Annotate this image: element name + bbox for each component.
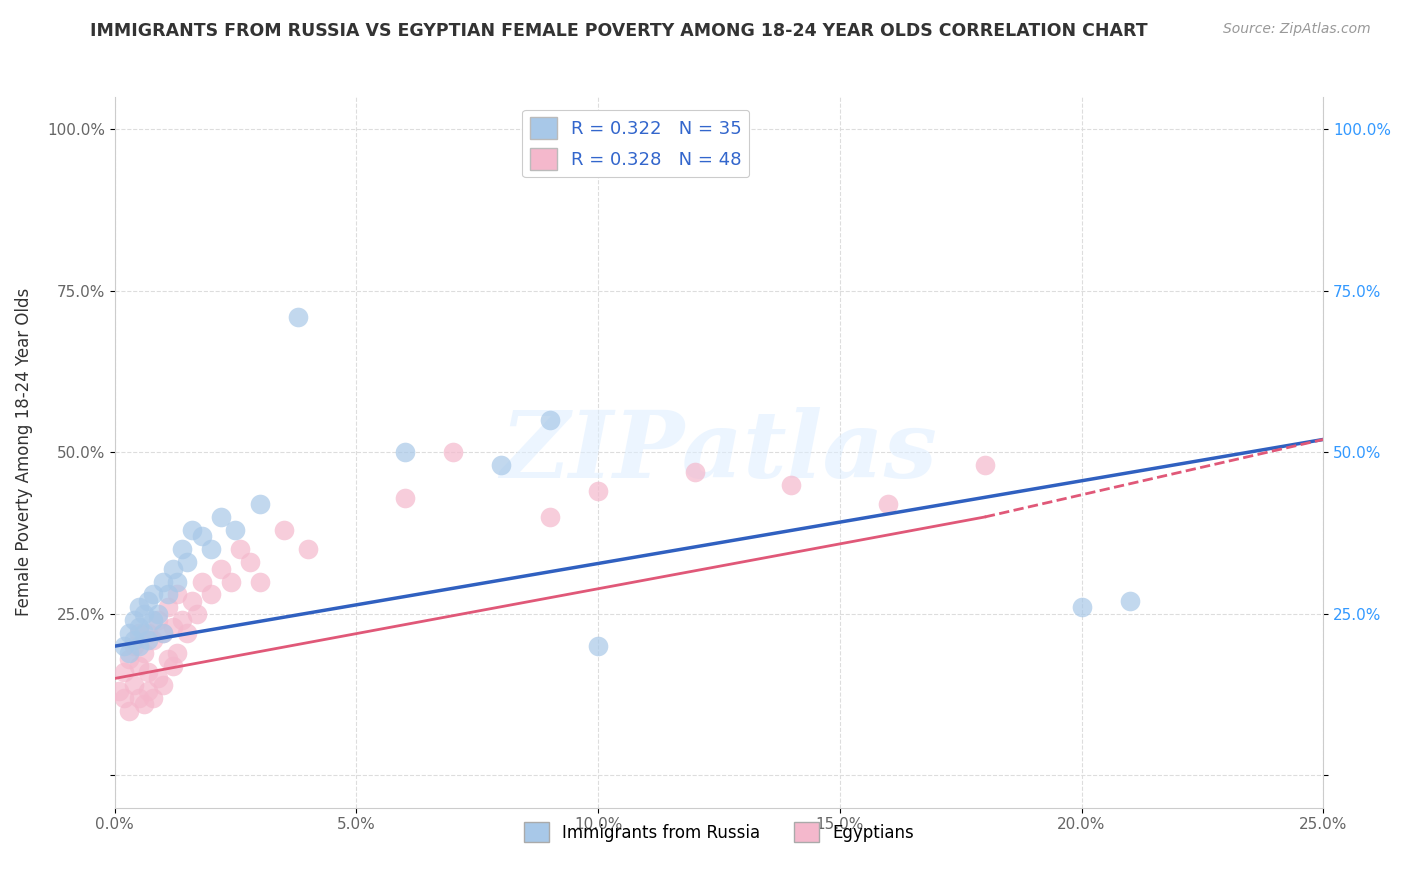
Point: [209, 562, 232, 576]
Point: [877, 497, 900, 511]
Point: [1070, 600, 1092, 615]
Point: [297, 542, 319, 557]
Point: [128, 690, 150, 705]
Text: ZIPatlas: ZIPatlas: [501, 408, 938, 498]
Point: [132, 626, 155, 640]
Point: [538, 510, 561, 524]
Point: [200, 542, 222, 557]
Point: [273, 523, 295, 537]
Point: [142, 587, 165, 601]
Point: [132, 646, 155, 660]
Point: [146, 613, 169, 627]
Point: [138, 665, 160, 679]
Point: [138, 684, 160, 698]
Point: [122, 632, 145, 647]
Point: [172, 542, 194, 557]
Point: [181, 523, 204, 537]
Point: [200, 587, 222, 601]
Point: [108, 684, 131, 698]
Point: [152, 626, 174, 640]
Point: [156, 652, 179, 666]
Point: [128, 639, 150, 653]
Point: [146, 672, 169, 686]
Y-axis label: Female Poverty Among 18-24 Year Olds: Female Poverty Among 18-24 Year Olds: [15, 288, 32, 616]
Point: [142, 632, 165, 647]
Point: [176, 555, 198, 569]
Point: [491, 458, 513, 473]
Point: [249, 497, 271, 511]
Point: [162, 562, 184, 576]
Point: [239, 555, 262, 569]
Point: [176, 626, 198, 640]
Point: [142, 690, 165, 705]
Point: [162, 620, 184, 634]
Point: [441, 445, 464, 459]
Point: [683, 465, 706, 479]
Point: [166, 587, 188, 601]
Point: [128, 626, 150, 640]
Point: [181, 594, 204, 608]
Point: [122, 639, 145, 653]
Point: [586, 639, 609, 653]
Text: IMMIGRANTS FROM RUSSIA VS EGYPTIAN FEMALE POVERTY AMONG 18-24 YEAR OLDS CORRELAT: IMMIGRANTS FROM RUSSIA VS EGYPTIAN FEMAL…: [90, 22, 1147, 40]
Point: [146, 607, 169, 621]
Point: [162, 658, 184, 673]
Point: [128, 658, 150, 673]
Point: [152, 678, 174, 692]
Point: [118, 646, 141, 660]
Point: [138, 594, 160, 608]
Point: [209, 510, 232, 524]
Point: [152, 574, 174, 589]
Point: [1119, 594, 1142, 608]
Point: [190, 529, 212, 543]
Point: [112, 639, 135, 653]
Point: [538, 413, 561, 427]
Point: [156, 600, 179, 615]
Point: [973, 458, 995, 473]
Point: [229, 542, 252, 557]
Point: [118, 704, 141, 718]
Point: [142, 613, 165, 627]
Point: [112, 690, 135, 705]
Point: [138, 632, 160, 647]
Point: [118, 626, 141, 640]
Point: [128, 620, 150, 634]
Point: [172, 613, 194, 627]
Point: [156, 587, 179, 601]
Point: [122, 613, 145, 627]
Point: [249, 574, 271, 589]
Point: [394, 491, 416, 505]
Point: [122, 678, 145, 692]
Point: [224, 523, 246, 537]
Point: [219, 574, 242, 589]
Point: [132, 698, 155, 712]
Point: [586, 484, 609, 499]
Point: [166, 574, 188, 589]
Point: [780, 477, 803, 491]
Text: Source: ZipAtlas.com: Source: ZipAtlas.com: [1223, 22, 1371, 37]
Point: [166, 646, 188, 660]
Point: [132, 607, 155, 621]
Legend: R = 0.322   N = 35, R = 0.328   N = 48: R = 0.322 N = 35, R = 0.328 N = 48: [523, 110, 749, 178]
Point: [112, 665, 135, 679]
Point: [128, 600, 150, 615]
Point: [138, 626, 160, 640]
Point: [287, 310, 309, 324]
Point: [186, 607, 208, 621]
Point: [152, 626, 174, 640]
Point: [394, 445, 416, 459]
Point: [118, 652, 141, 666]
Point: [190, 574, 212, 589]
